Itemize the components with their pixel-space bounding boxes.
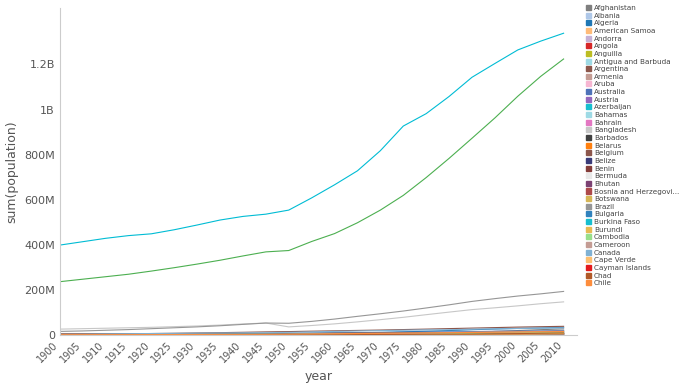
Y-axis label: sum(population): sum(population) <box>5 120 18 223</box>
Legend: Afghanistan, Albania, Algeria, American Samoa, Andorra, Angola, Anguilla, Antigu: Afghanistan, Albania, Algeria, American … <box>586 5 680 286</box>
X-axis label: year: year <box>305 370 332 384</box>
